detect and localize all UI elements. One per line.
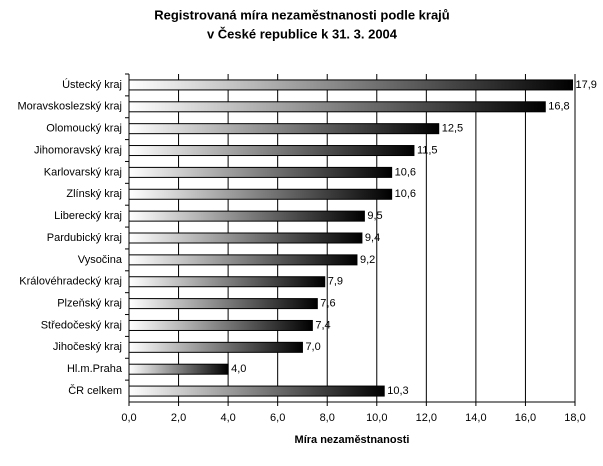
value-label: 16,8	[548, 101, 569, 113]
y-tick-label: Královéhradecký kraj	[19, 276, 122, 288]
x-tick-label: 4,0	[220, 412, 235, 424]
x-tick-label: 8,0	[320, 412, 335, 424]
value-label: 10,6	[395, 188, 416, 200]
value-label: 9,5	[367, 210, 382, 222]
y-tick-label: Plzeňský kraj	[57, 298, 122, 310]
y-tick-label: Vysočina	[78, 254, 123, 266]
bar	[128, 254, 358, 266]
value-label: 11,5	[417, 144, 438, 156]
bar	[128, 101, 546, 113]
bar	[128, 188, 393, 200]
y-tick-label: Hl.m.Praha	[67, 363, 123, 375]
bar	[128, 298, 318, 310]
chart-title: v České republice k 31. 3. 2004	[207, 26, 398, 41]
bar	[128, 123, 440, 135]
x-tick-label: 6,0	[270, 412, 285, 424]
value-label: 7,4	[315, 319, 330, 331]
value-label: 9,4	[365, 232, 380, 244]
bar	[128, 166, 393, 178]
value-label: 10,3	[387, 385, 408, 397]
value-label: 10,6	[395, 166, 416, 178]
bar	[128, 341, 303, 353]
y-tick-label: Karlovarský kraj	[44, 166, 122, 178]
bar	[128, 276, 326, 288]
x-tick-label: 12,0	[416, 412, 437, 424]
value-label: 9,2	[360, 254, 375, 266]
value-label: 12,5	[442, 123, 463, 135]
bar	[128, 319, 313, 331]
y-tick-label: Ústecký kraj	[62, 78, 122, 91]
value-label: 4,0	[231, 363, 246, 375]
y-tick-label: Pardubický kraj	[47, 232, 122, 244]
bar	[128, 79, 574, 91]
bar	[128, 145, 415, 157]
bar	[128, 363, 229, 375]
chart-title: Registrovaná míra nezaměstnanosti podle …	[154, 7, 450, 22]
value-label: 7,6	[320, 298, 335, 310]
value-label: 17,9	[576, 79, 597, 91]
x-tick-label: 0,0	[121, 412, 136, 424]
x-tick-label: 10,0	[366, 412, 387, 424]
x-tick-label: 14,0	[465, 412, 486, 424]
x-axis-title: Míra nezaměstnanosti	[295, 434, 410, 446]
bar	[128, 385, 385, 397]
value-label: 7,0	[305, 341, 320, 353]
bar	[128, 210, 365, 222]
y-tick-label: Středočeský kraj	[41, 319, 122, 331]
value-label: 7,9	[328, 276, 343, 288]
bar	[128, 232, 363, 244]
y-tick-label: Jihomoravský kraj	[34, 144, 122, 156]
x-tick-label: 18,0	[564, 412, 585, 424]
y-tick-label: Zlínský kraj	[66, 188, 122, 200]
x-tick-label: 16,0	[515, 412, 536, 424]
y-tick-label: Olomoucký kraj	[46, 123, 122, 135]
y-tick-label: ČR celkem	[68, 384, 122, 397]
x-tick-label: 2,0	[171, 412, 186, 424]
y-tick-label: Moravskoslezský kraj	[17, 101, 122, 113]
y-tick-label: Liberecký kraj	[54, 210, 122, 222]
y-tick-label: Jihočeský kraj	[53, 341, 122, 353]
